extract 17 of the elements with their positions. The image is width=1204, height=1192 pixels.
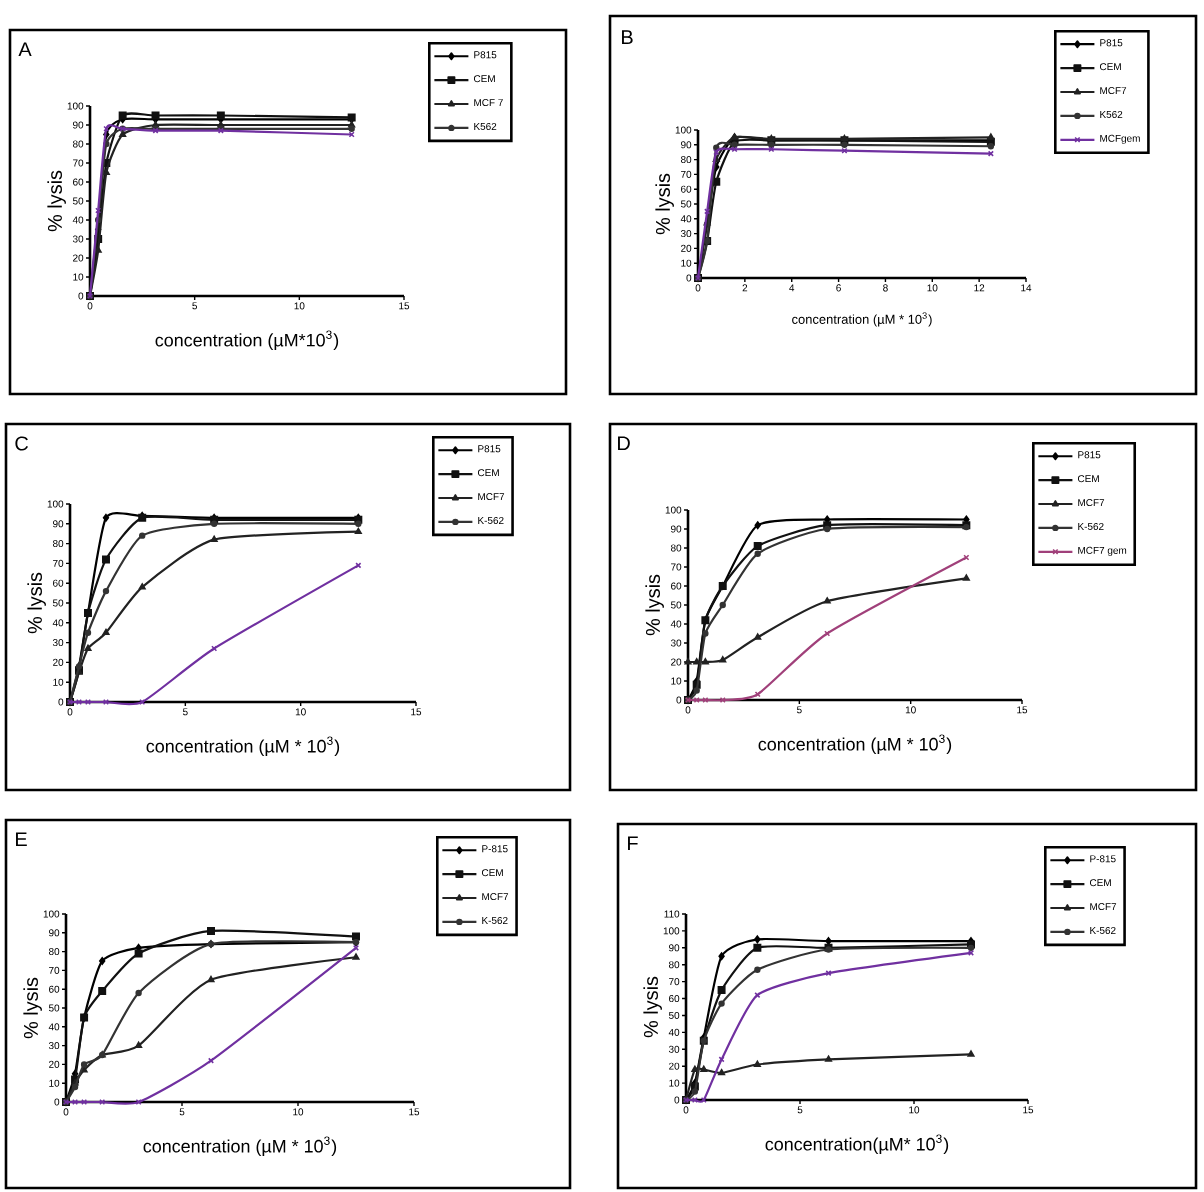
y-axis-title: % lysis bbox=[655, 173, 674, 235]
chart-title: B bbox=[622, 30, 633, 45]
y-axis-title: % lysis bbox=[645, 574, 664, 636]
y-axis-title: % lysis bbox=[27, 572, 46, 634]
chart-title: F bbox=[628, 836, 638, 851]
chart-title: A bbox=[18, 42, 32, 57]
chart-title: E bbox=[16, 832, 27, 847]
chart-title: C bbox=[15, 436, 29, 451]
y-axis-title: % lysis bbox=[23, 977, 42, 1039]
x-axis-title: concentration (µM * 10$^{3}$) bbox=[758, 734, 952, 755]
x-axis-title: concentration(µM* 10$^{3}$) bbox=[765, 1134, 949, 1155]
x-axis-title: concentration (µM*10$^{3}$) bbox=[155, 330, 339, 351]
x-axis-title: concentration (µM * 10$^{3}$) bbox=[143, 1136, 337, 1157]
y-axis-title: % lysis bbox=[47, 170, 66, 232]
x-axis-title: concentration (µM * 10$^{3}$) bbox=[146, 736, 340, 757]
chart-title: D bbox=[618, 436, 630, 451]
y-axis-title: % lysis bbox=[643, 976, 662, 1038]
